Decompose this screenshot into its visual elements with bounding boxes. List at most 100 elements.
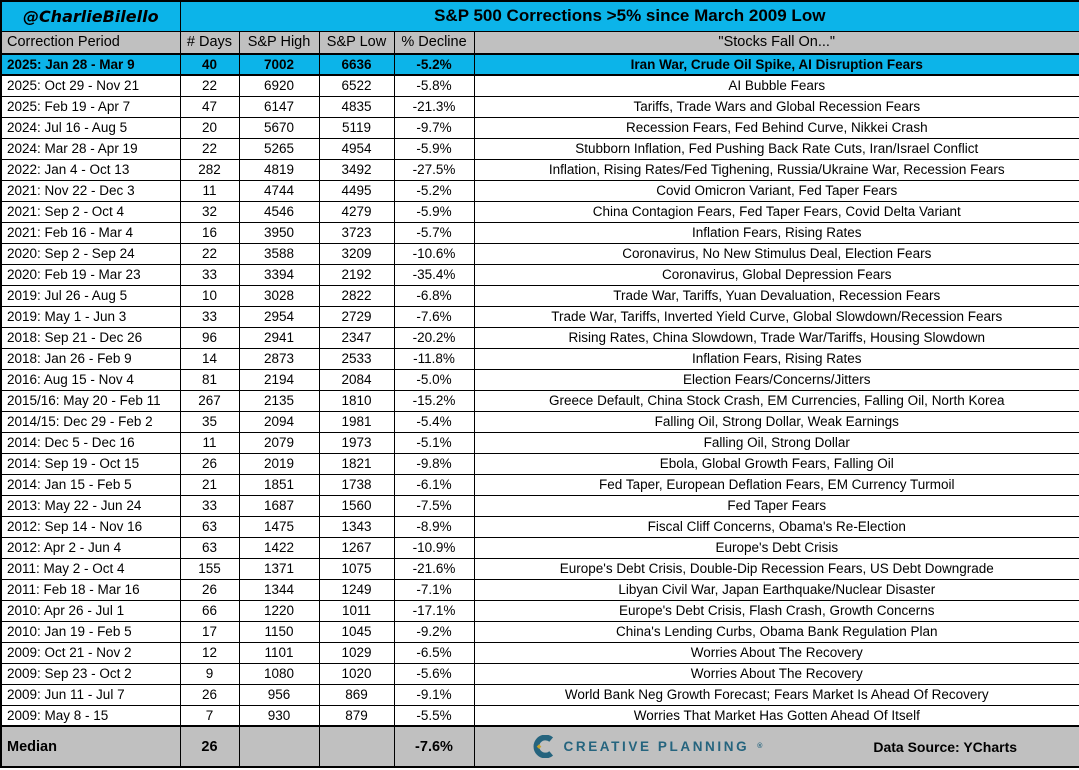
cell-days: 26 bbox=[179, 578, 240, 601]
cell-decline: -11.8% bbox=[393, 347, 475, 370]
cell-sp-low: 1973 bbox=[318, 431, 395, 454]
cell-sp-low: 2729 bbox=[318, 305, 395, 328]
cell-sp-high: 2954 bbox=[238, 305, 320, 328]
cell-days: 26 bbox=[179, 452, 240, 475]
cell-sp-low: 1020 bbox=[318, 662, 395, 685]
table-row: 2021: Feb 16 - Mar 4 16 3950 3723 -5.7% … bbox=[0, 221, 1079, 244]
cell-days: 33 bbox=[179, 263, 240, 286]
table-row: 2015/16: May 20 - Feb 11 267 2135 1810 -… bbox=[0, 389, 1079, 412]
cell-correction-period: 2019: May 1 - Jun 3 bbox=[0, 305, 181, 328]
cell-sp-low: 4495 bbox=[318, 179, 395, 202]
table-row: 2014: Sep 19 - Oct 15 26 2019 1821 -9.8%… bbox=[0, 452, 1079, 475]
cell-sp-low: 3209 bbox=[318, 242, 395, 265]
table-row: 2009: May 8 - 15 7 930 879 -5.5% Worries… bbox=[0, 704, 1079, 727]
col-header-days: # Days bbox=[179, 30, 240, 55]
cell-correction-period: 2015/16: May 20 - Feb 11 bbox=[0, 389, 181, 412]
cell-correction-period: 2010: Apr 26 - Jul 1 bbox=[0, 599, 181, 622]
cell-correction-period: 2019: Jul 26 - Aug 5 bbox=[0, 284, 181, 307]
creative-planning-logo: CREATIVE PLANNING ® bbox=[533, 735, 762, 758]
table-row: 2018: Jan 26 - Feb 9 14 2873 2533 -11.8%… bbox=[0, 347, 1079, 370]
table-row: 2011: May 2 - Oct 4 155 1371 1075 -21.6%… bbox=[0, 557, 1079, 580]
cell-sp-low: 2347 bbox=[318, 326, 395, 349]
table-row: 2021: Nov 22 - Dec 3 11 4744 4495 -5.2% … bbox=[0, 179, 1079, 202]
cell-sp-low: 2533 bbox=[318, 347, 395, 370]
cell-sp-low: 3492 bbox=[318, 158, 395, 181]
cell-sp-low: 879 bbox=[318, 704, 395, 727]
cell-days: 11 bbox=[179, 431, 240, 454]
cell-reason: China Contagion Fears, Fed Taper Fears, … bbox=[473, 200, 1079, 223]
cell-sp-high: 3394 bbox=[238, 263, 320, 286]
table-row: 2025: Jan 28 - Mar 9 40 7002 6636 -5.2% … bbox=[0, 53, 1079, 76]
cell-decline: -9.7% bbox=[393, 116, 475, 139]
cell-sp-low: 4279 bbox=[318, 200, 395, 223]
cell-reason: Trade War, Tariffs, Yuan Devaluation, Re… bbox=[473, 284, 1079, 307]
cell-sp-low: 6636 bbox=[318, 53, 395, 76]
cell-days: 155 bbox=[179, 557, 240, 580]
cell-decline: -15.2% bbox=[393, 389, 475, 412]
table-row: 2024: Mar 28 - Apr 19 22 5265 4954 -5.9%… bbox=[0, 137, 1079, 160]
cell-correction-period: 2025: Oct 29 - Nov 21 bbox=[0, 74, 181, 97]
cell-days: 35 bbox=[179, 410, 240, 433]
cell-correction-period: 2011: May 2 - Oct 4 bbox=[0, 557, 181, 580]
cell-sp-high: 956 bbox=[238, 683, 320, 706]
author-handle: @CharlieBilello bbox=[0, 0, 181, 32]
table-body: 2025: Jan 28 - Mar 9 40 7002 6636 -5.2% … bbox=[0, 53, 1079, 727]
table-row: 2009: Jun 11 - Jul 7 26 956 869 -9.1% Wo… bbox=[0, 683, 1079, 706]
title-row: @CharlieBilello S&P 500 Corrections >5% … bbox=[0, 0, 1079, 32]
cell-reason: World Bank Neg Growth Forecast; Fears Ma… bbox=[473, 683, 1079, 706]
cell-days: 16 bbox=[179, 221, 240, 244]
cell-sp-low: 4835 bbox=[318, 95, 395, 118]
cell-decline: -5.6% bbox=[393, 662, 475, 685]
cell-decline: -7.1% bbox=[393, 578, 475, 601]
cell-sp-low: 1981 bbox=[318, 410, 395, 433]
table-row: 2022: Jan 4 - Oct 13 282 4819 3492 -27.5… bbox=[0, 158, 1079, 181]
cell-reason: Stubborn Inflation, Fed Pushing Back Rat… bbox=[473, 137, 1079, 160]
cell-sp-high: 1371 bbox=[238, 557, 320, 580]
cell-days: 17 bbox=[179, 620, 240, 643]
cell-sp-high: 6147 bbox=[238, 95, 320, 118]
cell-reason: Worries That Market Has Gotten Ahead Of … bbox=[473, 704, 1079, 727]
table-row: 2009: Oct 21 - Nov 2 12 1101 1029 -6.5% … bbox=[0, 641, 1079, 664]
table-row: 2010: Apr 26 - Jul 1 66 1220 1011 -17.1%… bbox=[0, 599, 1079, 622]
cell-sp-high: 2194 bbox=[238, 368, 320, 391]
cell-days: 9 bbox=[179, 662, 240, 685]
cell-correction-period: 2009: Sep 23 - Oct 2 bbox=[0, 662, 181, 685]
table-row: 2019: Jul 26 - Aug 5 10 3028 2822 -6.8% … bbox=[0, 284, 1079, 307]
table-row: 2020: Sep 2 - Sep 24 22 3588 3209 -10.6%… bbox=[0, 242, 1079, 265]
cell-days: 12 bbox=[179, 641, 240, 664]
median-row: Median 26 -7.6% CREATIVE PLANNING ® Data … bbox=[0, 725, 1079, 768]
cell-decline: -10.9% bbox=[393, 536, 475, 559]
median-days: 26 bbox=[179, 725, 240, 768]
table-row: 2018: Sep 21 - Dec 26 96 2941 2347 -20.2… bbox=[0, 326, 1079, 349]
cell-reason: Coronavirus, Global Depression Fears bbox=[473, 263, 1079, 286]
cell-sp-high: 3588 bbox=[238, 242, 320, 265]
cell-reason: Iran War, Crude Oil Spike, AI Disruption… bbox=[473, 53, 1079, 76]
cell-reason: Worries About The Recovery bbox=[473, 662, 1079, 685]
cell-sp-high: 4819 bbox=[238, 158, 320, 181]
table-row: 2011: Feb 18 - Mar 16 26 1344 1249 -7.1%… bbox=[0, 578, 1079, 601]
cell-sp-low: 6522 bbox=[318, 74, 395, 97]
cell-decline: -5.2% bbox=[393, 179, 475, 202]
data-source: Data Source: YCharts bbox=[873, 738, 1018, 755]
table-row: 2019: May 1 - Jun 3 33 2954 2729 -7.6% T… bbox=[0, 305, 1079, 328]
cell-days: 63 bbox=[179, 536, 240, 559]
median-high-empty bbox=[238, 725, 320, 768]
cell-reason: Trade War, Tariffs, Inverted Yield Curve… bbox=[473, 305, 1079, 328]
cell-sp-high: 1150 bbox=[238, 620, 320, 643]
cell-decline: -9.1% bbox=[393, 683, 475, 706]
cell-sp-low: 1011 bbox=[318, 599, 395, 622]
cell-decline: -10.6% bbox=[393, 242, 475, 265]
cell-correction-period: 2022: Jan 4 - Oct 13 bbox=[0, 158, 181, 181]
cell-decline: -5.8% bbox=[393, 74, 475, 97]
table-row: 2014: Dec 5 - Dec 16 11 2079 1973 -5.1% … bbox=[0, 431, 1079, 454]
cell-decline: -17.1% bbox=[393, 599, 475, 622]
cell-decline: -5.2% bbox=[393, 53, 475, 76]
median-decline: -7.6% bbox=[393, 725, 475, 768]
cell-days: 81 bbox=[179, 368, 240, 391]
cell-sp-low: 1029 bbox=[318, 641, 395, 664]
cell-days: 63 bbox=[179, 515, 240, 538]
cell-sp-high: 4546 bbox=[238, 200, 320, 223]
cell-decline: -5.0% bbox=[393, 368, 475, 391]
cell-decline: -20.2% bbox=[393, 326, 475, 349]
cell-sp-low: 5119 bbox=[318, 116, 395, 139]
